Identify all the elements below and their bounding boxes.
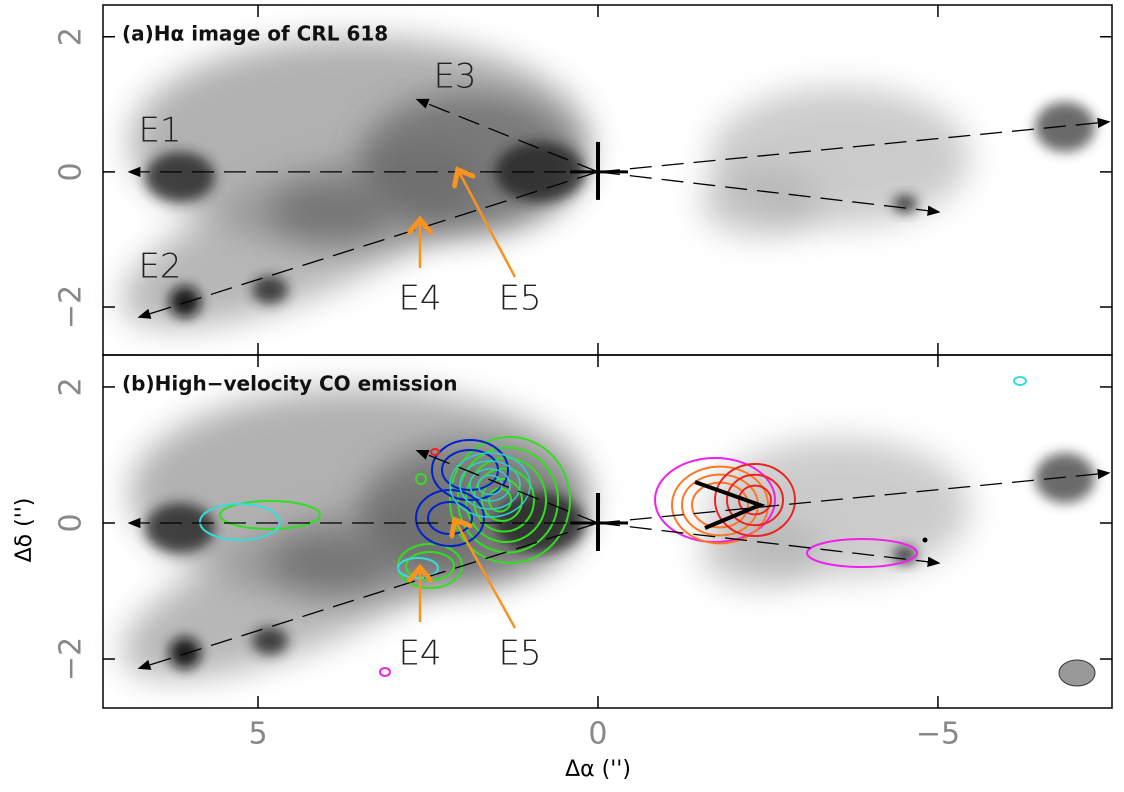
contour bbox=[430, 448, 440, 456]
panel-title: (a)Hα image of CRL 618 bbox=[122, 22, 388, 46]
feature-label: E4 bbox=[398, 634, 441, 674]
y-tick-label: −2 bbox=[54, 637, 89, 681]
nebula bbox=[700, 166, 820, 237]
nebula bbox=[495, 141, 585, 202]
y-tick-label: −2 bbox=[54, 285, 89, 329]
contour bbox=[671, 465, 769, 545]
jet-axis bbox=[415, 450, 599, 524]
nebula bbox=[145, 502, 215, 553]
contour bbox=[219, 500, 321, 530]
x-tick-label: −5 bbox=[916, 717, 960, 752]
jet-axis bbox=[415, 98, 599, 173]
contour bbox=[449, 436, 571, 564]
jet-axis bbox=[597, 171, 941, 216]
beam bbox=[1058, 659, 1096, 687]
contour bbox=[654, 457, 776, 543]
x-tick-label: 0 bbox=[588, 717, 607, 752]
panel bbox=[122, 376, 1111, 687]
jet-axis bbox=[597, 522, 941, 567]
nebula bbox=[169, 636, 201, 669]
y-tick-label: 0 bbox=[54, 513, 89, 532]
contour bbox=[457, 446, 559, 554]
nebula bbox=[1035, 101, 1095, 152]
feature-label: E5 bbox=[498, 634, 541, 674]
feature-label: E3 bbox=[433, 57, 476, 97]
jet-axis bbox=[597, 468, 1111, 524]
x-axis-label: Δα ('') bbox=[565, 757, 631, 782]
contour bbox=[1013, 376, 1027, 386]
panel bbox=[122, 36, 1111, 328]
frame bbox=[102, 354, 1113, 709]
orange-arrow bbox=[459, 172, 517, 278]
nebula bbox=[270, 181, 390, 242]
y-tick-label: 2 bbox=[54, 377, 89, 396]
contour bbox=[415, 473, 427, 485]
chevron bbox=[694, 480, 766, 530]
contour bbox=[449, 452, 531, 518]
feature-label: E5 bbox=[498, 279, 541, 319]
star bbox=[922, 537, 928, 543]
panel-title: (b)High−velocity CO emission bbox=[122, 372, 458, 396]
jet-axis bbox=[137, 522, 599, 670]
contour bbox=[199, 503, 281, 541]
orange-arrow bbox=[456, 522, 517, 629]
nebula bbox=[700, 517, 820, 588]
nebula bbox=[1035, 452, 1095, 503]
contour bbox=[726, 473, 784, 527]
contour bbox=[379, 667, 391, 677]
nebula bbox=[893, 194, 917, 213]
contour bbox=[459, 460, 521, 510]
contour bbox=[806, 538, 918, 568]
y-tick-label: 2 bbox=[54, 27, 89, 46]
x-tick-label: 5 bbox=[248, 717, 267, 752]
jet-axis bbox=[597, 117, 1111, 173]
contour bbox=[738, 484, 772, 516]
y-axis-label: Δδ ('') bbox=[12, 498, 37, 563]
jet-axis bbox=[137, 171, 599, 319]
contour bbox=[431, 439, 509, 501]
nebula bbox=[169, 285, 201, 318]
contour bbox=[469, 468, 511, 502]
nebula bbox=[252, 275, 288, 304]
nebula bbox=[145, 151, 215, 202]
nebula bbox=[252, 626, 288, 655]
contour bbox=[714, 463, 796, 537]
feature-label: E2 bbox=[138, 247, 181, 287]
nebula bbox=[270, 532, 390, 593]
y-tick-label: 0 bbox=[54, 162, 89, 181]
feature-label: E4 bbox=[398, 279, 441, 319]
feature-label: E1 bbox=[138, 111, 181, 151]
